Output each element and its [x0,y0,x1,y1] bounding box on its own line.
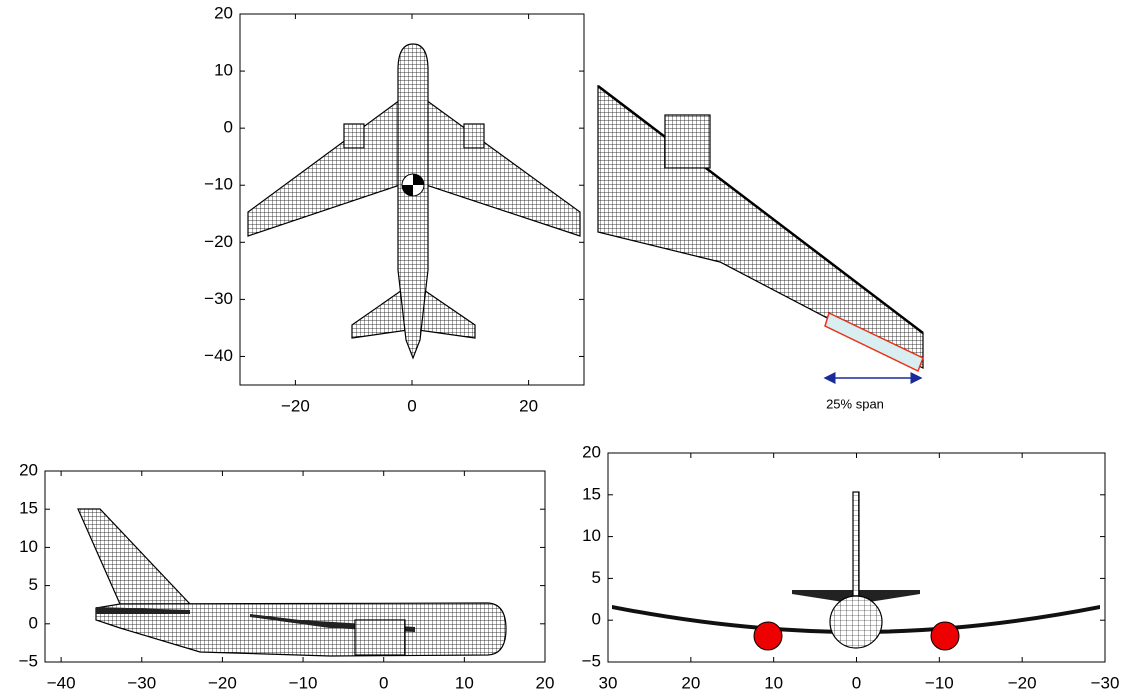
y-tick-label: 5 [592,568,601,587]
right-wing [426,100,580,236]
x-tick-label: 20 [536,673,555,692]
x-tick-label: −20 [1008,673,1037,692]
x-tick-label: −20 [208,673,237,692]
x-tick-label: −40 [47,673,76,692]
y-tick-label: 10 [582,526,601,545]
y-tick-label: −30 [204,289,233,308]
x-tick-label: −20 [281,396,310,415]
right-tail [418,288,475,338]
y-tick-label: 20 [19,460,38,479]
left-wing [248,100,400,236]
left-engine [754,622,782,650]
y-tick-label: 20 [214,3,233,22]
left-engine [344,124,364,148]
y-tick-label: 10 [214,61,233,80]
y-tick-label: −5 [19,651,38,670]
y-tick-label: 15 [19,499,38,518]
y-tick-label: −5 [582,651,601,670]
y-tick-label: 0 [592,610,601,629]
x-tick-label: 0 [852,673,861,692]
aircraft-top-view [248,44,580,358]
y-tick-label: 0 [224,118,233,137]
fin [78,509,190,604]
aircraft-side-view [78,509,506,656]
x-tick-label: 0 [379,673,388,692]
y-tick-label: 5 [29,575,38,594]
wing-mesh [598,86,923,368]
fin [853,492,859,602]
y-tick-label: −20 [204,232,233,251]
right-engine [464,124,484,148]
right-engine [931,622,959,650]
x-tick-label: 20 [519,396,538,415]
fuselage [398,44,428,358]
x-tick-label: −10 [289,673,318,692]
y-tick-label: −10 [204,175,233,194]
y-tick-label: 0 [29,613,38,632]
fuselage [830,596,882,648]
left-tail [352,288,408,338]
y-tick-label: 15 [582,484,601,503]
y-tick-label: −40 [204,346,233,365]
x-tick-label: 20 [681,673,700,692]
engine [355,620,405,655]
x-tick-label: −30 [127,673,156,692]
x-tick-label: −30 [1091,673,1120,692]
x-tick-label: 10 [764,673,783,692]
figure: 25% span −20 0 20 −40 −30 −20 −10 0 10 20 −40 −30 −2… [0,0,1125,700]
y-tick-label: 20 [582,442,601,461]
x-tick-label: 30 [599,673,618,692]
x-tick-label: −10 [925,673,954,692]
x-tick-label: 0 [407,396,416,415]
x-tick-label: 10 [455,673,474,692]
engine [665,115,710,168]
aircraft-front-view [612,492,1100,650]
annotation: 25% span [826,396,884,411]
y-tick-label: 10 [19,537,38,556]
wing-detail: 25% span [598,86,923,411]
